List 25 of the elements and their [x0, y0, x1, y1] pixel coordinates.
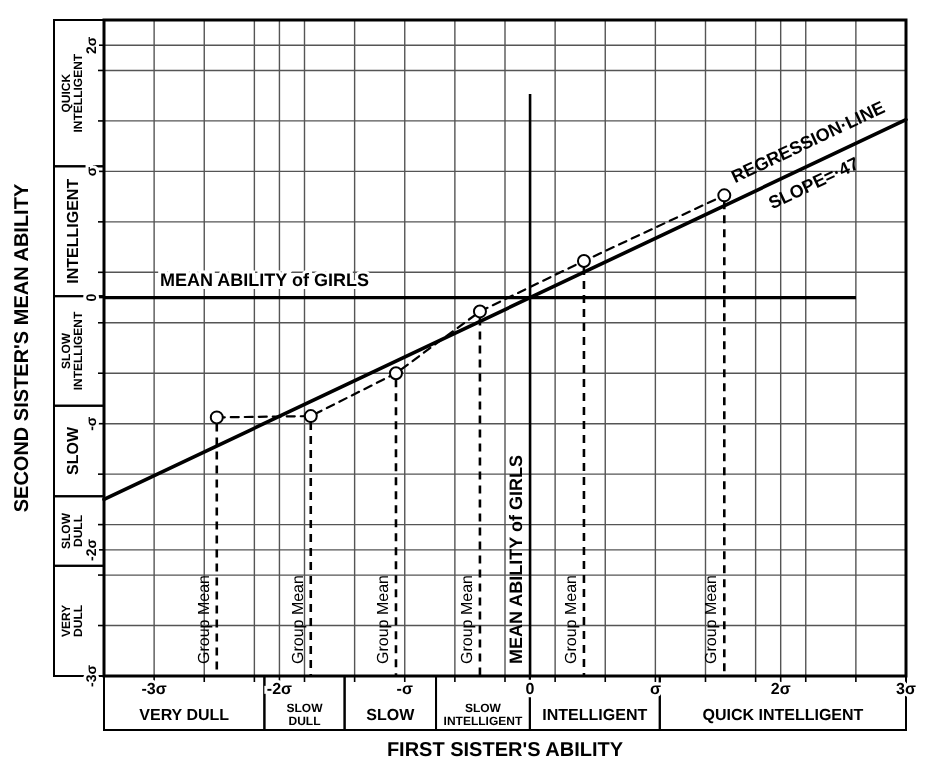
x-tick-label: 2σ — [770, 680, 792, 698]
text: INTELLIGENT — [542, 705, 648, 724]
point — [303, 409, 318, 424]
ref-line-label: Group Mean — [457, 575, 476, 664]
x-axis-title: FIRST SISTER'S ABILITY — [386, 740, 624, 762]
x-tick-label: -3σ — [141, 680, 168, 698]
x-tick-label: -2σ — [266, 680, 294, 698]
text: VERY DULL — [139, 705, 230, 724]
y-axis-title: SECOND SISTER'S MEAN ABILITY — [12, 183, 34, 513]
ref-line-label: Group Mean — [373, 575, 392, 664]
ref-line-label: Group Mean — [194, 575, 213, 664]
text: QUICK INTELLIGENT — [702, 705, 864, 724]
ref-line-label: Group Mean — [702, 575, 721, 664]
text: SLOW — [366, 705, 416, 724]
point — [388, 366, 403, 381]
ref-line-label: MEAN ABILITY of GIRLS — [506, 455, 527, 664]
point — [209, 410, 224, 425]
text: SLOW — [63, 426, 82, 475]
text: INTELLIGENT — [63, 178, 82, 284]
point — [576, 253, 591, 268]
ref-line-label: Group Mean — [288, 575, 307, 664]
ref-line-label: Group Mean — [561, 575, 580, 664]
point — [472, 304, 487, 319]
x-tick-label: -σ — [396, 680, 414, 698]
point — [717, 188, 732, 203]
